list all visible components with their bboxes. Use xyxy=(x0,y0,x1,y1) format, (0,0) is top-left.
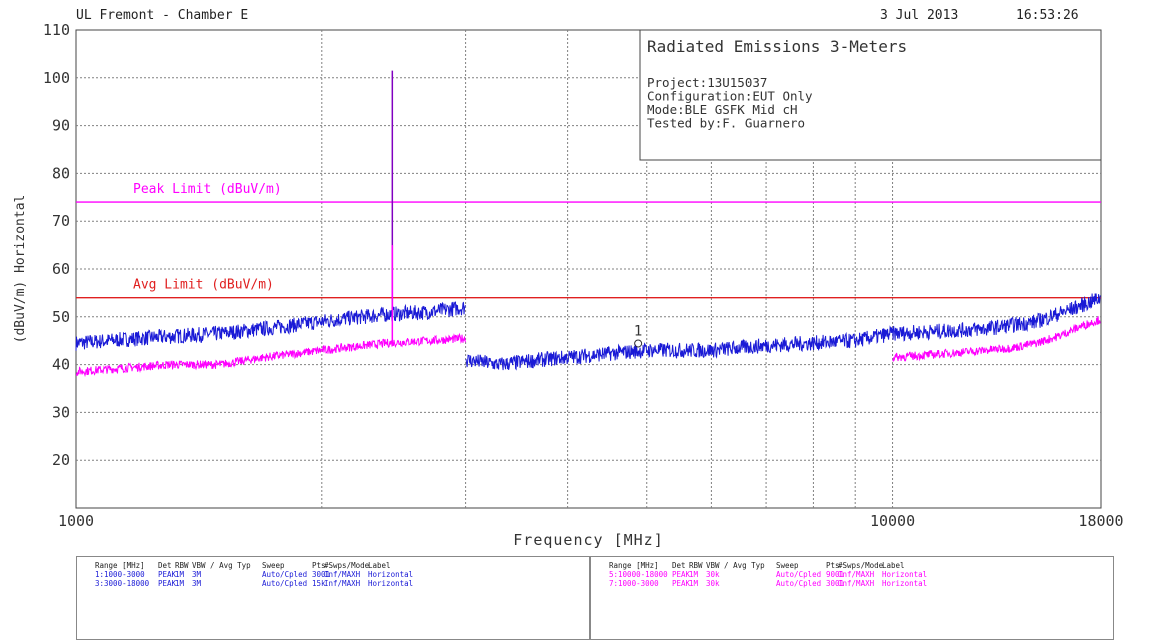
table-cell: 1M xyxy=(689,579,699,588)
y-tick-label: 30 xyxy=(52,403,70,421)
table-cell: 3:3000-18000 xyxy=(95,579,150,588)
x-tick-label: 18000 xyxy=(1078,512,1123,530)
table-cell: 3M xyxy=(192,570,202,579)
date-label: 3 Jul 2013 xyxy=(880,8,959,23)
limit-label: Avg Limit (dBuV/m) xyxy=(133,278,274,293)
table-cell: 1:1000-3000 xyxy=(95,570,145,579)
table-cell: VBW / Avg Typ xyxy=(192,561,251,570)
table-cell: PEAK xyxy=(158,579,177,588)
y-tick-label: 100 xyxy=(43,69,70,87)
table-cell: #Swps/Mode xyxy=(838,561,884,570)
table-cell: Horizontal xyxy=(368,570,414,579)
table-cell: RBW xyxy=(175,561,189,570)
table-cell: PEAK xyxy=(158,570,177,579)
table-cell: Det xyxy=(158,561,172,570)
y-tick-label: 20 xyxy=(52,451,70,469)
table-row: 5:10000-18000 PEAK 1M 30k Auto/Cpled 9001 Inf/… xyxy=(609,570,942,579)
table-cell: VBW / Avg Typ xyxy=(706,561,765,570)
x-tick-label: 10000 xyxy=(870,512,915,530)
table-cell: Pts xyxy=(312,561,326,570)
table-cell: Pts xyxy=(826,561,840,570)
series-trace-magenta-1 xyxy=(75,332,466,378)
table-cell: Horizontal xyxy=(882,579,928,588)
table-cell: 9001 xyxy=(826,570,845,579)
site-title: UL Fremont - Chamber E xyxy=(76,8,249,23)
table-row: 7:1000-3000 PEAK 1M 30k Auto/Cpled 3001 Inf/MA… xyxy=(609,579,942,588)
table-cell: Auto/Cpled xyxy=(776,579,822,588)
table-cell: 1M xyxy=(175,570,185,579)
table-cell: Auto/Cpled xyxy=(776,570,822,579)
table-cell: PEAK xyxy=(672,579,691,588)
table-cell: Sweep xyxy=(262,561,285,570)
table-cell: 15k xyxy=(312,579,326,588)
table-cell: PEAK xyxy=(672,570,691,579)
y-tick-label: 70 xyxy=(52,212,70,230)
table-cell: 1M xyxy=(175,579,185,588)
table-cell: Label xyxy=(882,561,905,570)
info-box xyxy=(639,29,1102,161)
table-cell: 5:10000-18000 xyxy=(609,570,668,579)
table-cell: Horizontal xyxy=(368,579,414,588)
table-header-row: Range [MHz] Det RBW VBW / Avg Typ Sweep Pts #S… xyxy=(609,561,942,570)
table-cell: Range [MHz] xyxy=(609,561,659,570)
info-box-title: Radiated Emissions 3-Meters xyxy=(647,37,907,56)
x-axis-label: Frequency [MHz] xyxy=(513,531,663,549)
table-cell: 7:1000-3000 xyxy=(609,579,659,588)
series-trace-magenta-3 xyxy=(892,316,1101,363)
table-cell: Horizontal xyxy=(882,570,928,579)
y-axis-label: (dBuV/m) Horizontal xyxy=(13,195,28,344)
table-cell: 3001 xyxy=(312,570,331,579)
table-cell: Inf/MAXH xyxy=(324,579,361,588)
info-box-line: Project:13U15037 xyxy=(647,75,767,90)
marker-label: 1 xyxy=(634,323,642,339)
y-tick-label: 90 xyxy=(52,117,70,135)
table-cell: 3M xyxy=(192,579,202,588)
info-box-line: Configuration:EUT Only xyxy=(647,89,813,104)
y-tick-label: 50 xyxy=(52,308,70,326)
table-row: 1:1000-3000 PEAK 1M 3M Auto/Cpled 3001 Inf/MAX… xyxy=(95,570,428,579)
table-cell: RBW xyxy=(689,561,703,570)
time-label: 16:53:26 xyxy=(1016,8,1079,23)
emissions-chart: 20 30 40 50 60 70 80 90 100 110 1000 10000 18000 Freq… xyxy=(13,21,1124,549)
table-cell: 30k xyxy=(706,570,720,579)
series-trace-blue-0 xyxy=(75,301,466,351)
table-cell: Sweep xyxy=(776,561,799,570)
table-cell: #Swps/Mode xyxy=(324,561,370,570)
table-cell: Inf/MAXH xyxy=(838,579,875,588)
info-box-line: Tested by:F. Guarnero xyxy=(647,116,805,131)
info-box-line: Mode:BLE GSFK Mid cH xyxy=(647,102,798,117)
marker-symbol xyxy=(634,339,643,348)
limit-label: Peak Limit (dBuV/m) xyxy=(133,182,282,197)
table-row: 3:3000-18000 PEAK 1M 3M Auto/Cpled 15k Inf/MAX… xyxy=(95,579,428,588)
x-tick-label: 1000 xyxy=(58,512,94,530)
table-cell: Auto/Cpled xyxy=(262,570,308,579)
y-tick-label: 80 xyxy=(52,164,70,182)
range-table-right: Range [MHz] Det RBW VBW / Avg Typ Sweep Pts #S… xyxy=(590,556,1114,640)
table-cell: 30k xyxy=(706,579,720,588)
range-table-left: Range [MHz] Det RBW VBW / Avg Typ Sweep Pts #S… xyxy=(76,556,590,640)
table-cell: 1M xyxy=(689,570,699,579)
y-tick-label: 40 xyxy=(52,356,70,374)
table-cell: Det xyxy=(672,561,686,570)
table-cell: Auto/Cpled xyxy=(262,579,308,588)
table-cell: 3001 xyxy=(826,579,845,588)
y-tick-label: 60 xyxy=(52,260,70,278)
table-cell: Range [MHz] xyxy=(95,561,145,570)
table-header-row: Range [MHz] Det RBW VBW / Avg Typ Sweep Pts #S… xyxy=(95,561,428,570)
table-cell: Inf/MAXH xyxy=(838,570,875,579)
series-trace-blue-2 xyxy=(465,293,1101,371)
table-cell: Label xyxy=(368,561,391,570)
y-tick-label: 110 xyxy=(43,21,70,39)
table-cell: Inf/MAXH xyxy=(324,570,361,579)
